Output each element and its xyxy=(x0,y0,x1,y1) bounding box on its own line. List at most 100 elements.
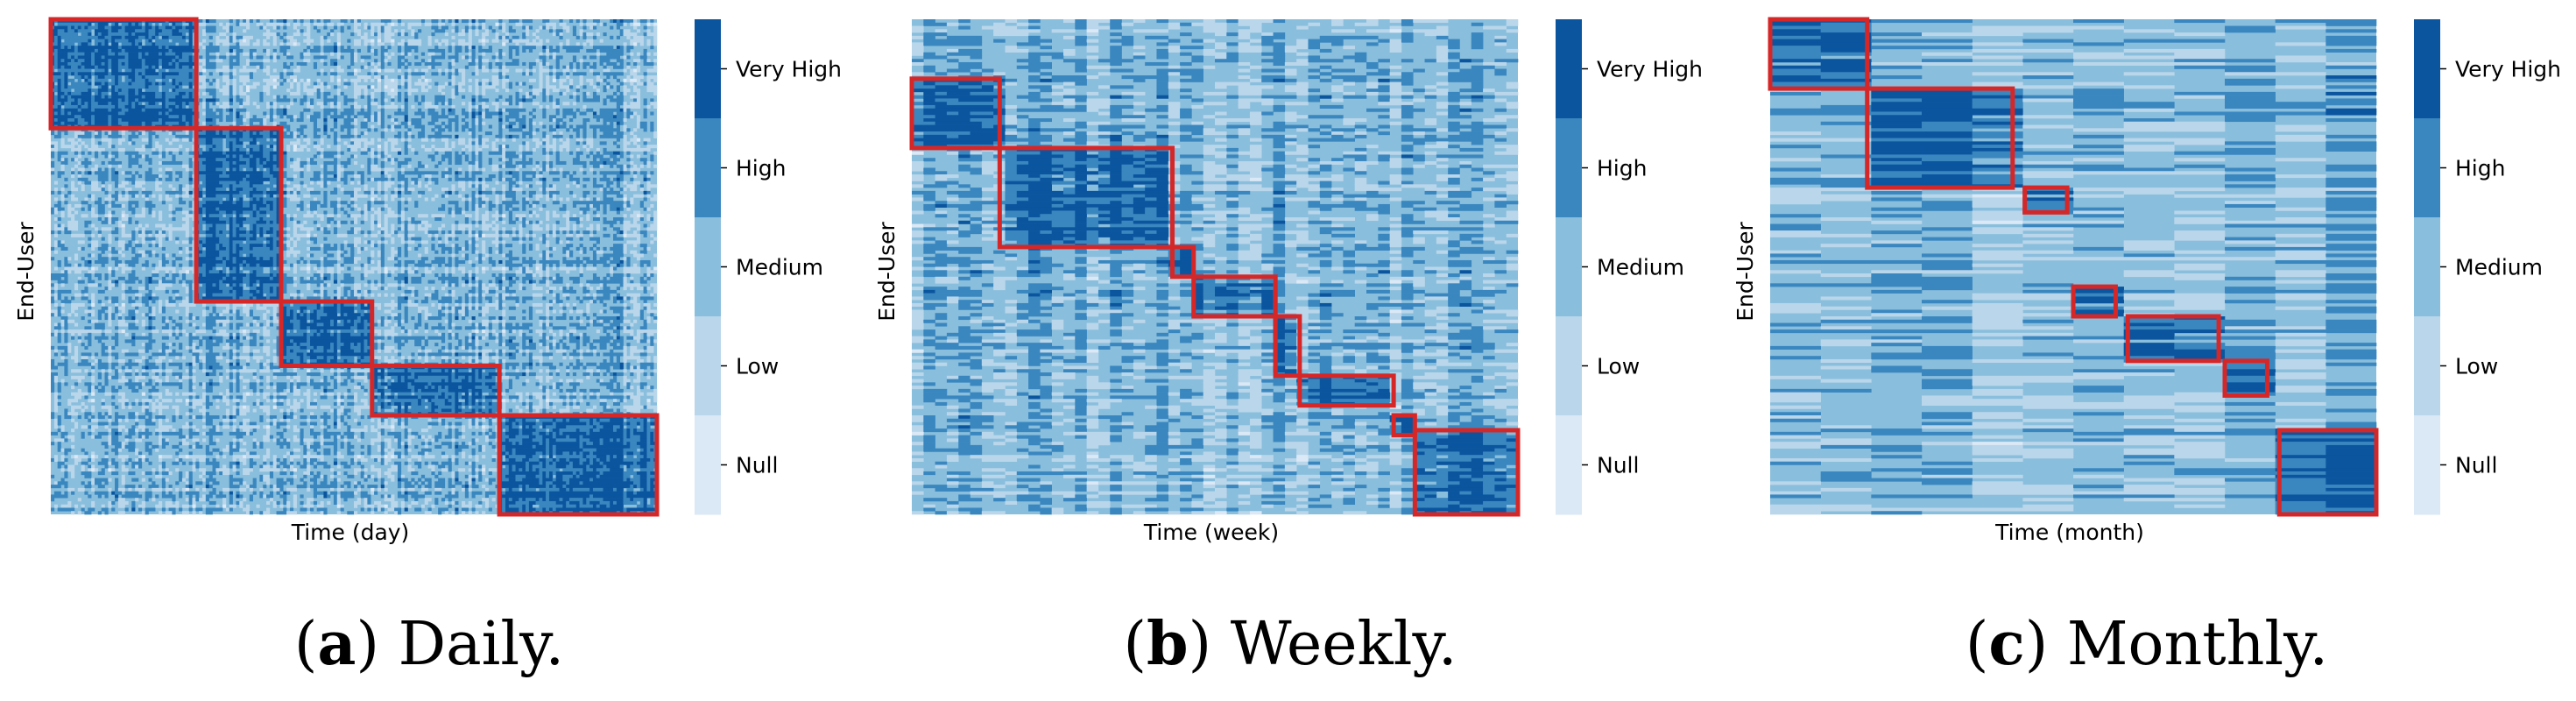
heatmap-cell xyxy=(455,52,459,56)
heatmap-cell xyxy=(482,25,486,30)
heatmap-cell xyxy=(336,145,341,149)
heatmap-cell xyxy=(188,151,196,155)
heatmap-cell xyxy=(313,174,321,179)
heatmap-cell xyxy=(397,259,402,265)
heatmap-cell xyxy=(256,273,271,278)
heatmap-cell xyxy=(603,210,607,215)
heatmap-cell xyxy=(272,104,277,109)
heatmap-cell xyxy=(546,244,550,248)
heatmap-cell xyxy=(468,52,472,56)
heatmap-cell xyxy=(636,98,641,103)
heatmap-cell xyxy=(539,177,543,181)
heatmap-cell xyxy=(455,151,459,155)
heatmap-cell xyxy=(400,32,405,37)
heatmap-cell xyxy=(279,42,284,46)
heatmap-cell xyxy=(592,46,614,50)
heatmap-cell xyxy=(367,203,371,208)
heatmap-cell xyxy=(272,259,277,265)
heatmap-cell xyxy=(141,253,145,258)
heatmap-cell xyxy=(572,55,577,60)
heatmap-cell xyxy=(495,108,499,112)
heatmap-cell xyxy=(81,102,85,106)
heatmap-cell xyxy=(407,223,415,228)
heatmap-cell xyxy=(462,246,466,251)
heatmap-cell xyxy=(431,244,435,248)
heatmap-cell xyxy=(336,75,341,80)
heatmap-cell xyxy=(245,145,260,149)
heatmap-cell xyxy=(293,145,297,149)
heatmap-cell xyxy=(205,147,209,152)
heatmap-cell xyxy=(505,61,519,67)
heatmap-cell xyxy=(219,201,223,205)
heatmap-cell xyxy=(616,111,624,116)
heatmap-cell xyxy=(589,42,594,46)
heatmap-cell xyxy=(64,259,68,265)
heatmap-cell xyxy=(117,250,123,254)
heatmap-cell xyxy=(229,233,233,237)
heatmap-cell xyxy=(175,52,183,56)
heatmap-cell xyxy=(159,59,163,63)
heatmap-cell xyxy=(188,29,193,33)
heatmap-cell xyxy=(586,138,594,142)
heatmap-cell xyxy=(269,154,274,159)
heatmap-cell xyxy=(313,46,321,50)
heatmap-cell xyxy=(229,227,233,231)
heatmap-cell xyxy=(424,270,432,274)
heatmap-cell xyxy=(307,158,311,162)
heatmap-cell xyxy=(650,124,654,129)
heatmap-cell xyxy=(468,104,472,109)
heatmap-cell xyxy=(546,167,550,172)
heatmap-cell xyxy=(592,19,600,24)
heatmap-cell xyxy=(330,68,335,73)
heatmap-cell xyxy=(323,102,328,106)
heatmap-cell xyxy=(522,95,526,99)
heatmap-cell xyxy=(528,230,533,235)
heatmap-cell xyxy=(293,276,297,280)
heatmap-cell xyxy=(316,78,321,82)
heatmap-cell xyxy=(636,118,641,123)
heatmap-cell xyxy=(108,280,112,284)
heatmap-cell xyxy=(387,85,399,89)
heatmap-cell xyxy=(639,250,647,254)
heatmap-cell xyxy=(380,253,385,258)
heatmap-cell xyxy=(205,98,216,103)
heatmap-cell xyxy=(111,201,116,205)
heatmap-cell xyxy=(165,138,169,142)
heatmap-cell xyxy=(323,98,338,103)
heatmap-cell xyxy=(643,273,647,278)
heatmap-cell xyxy=(165,194,169,198)
heatmap-cell xyxy=(468,230,472,235)
heatmap-cell xyxy=(478,118,483,123)
heatmap-cell xyxy=(256,65,260,69)
heatmap-cell xyxy=(643,177,647,181)
heatmap-cell xyxy=(101,42,105,46)
heatmap-cell xyxy=(205,266,213,271)
heatmap-cell xyxy=(579,237,583,241)
heatmap-cell xyxy=(343,174,348,179)
heatmap-cell xyxy=(60,197,65,202)
heatmap-cell xyxy=(448,81,452,86)
heatmap-cell xyxy=(646,188,651,192)
heatmap-cell xyxy=(582,91,587,96)
heatmap-cell xyxy=(508,128,523,132)
heatmap-cell xyxy=(623,55,627,60)
heatmap-cell xyxy=(202,263,207,267)
heatmap-cell xyxy=(225,220,230,224)
heatmap-cell xyxy=(616,85,621,89)
heatmap-cell xyxy=(181,115,187,119)
heatmap-cell xyxy=(548,65,554,69)
heatmap-cell xyxy=(391,22,395,26)
heatmap-cell xyxy=(232,147,236,152)
heatmap-cell xyxy=(232,167,236,172)
heatmap-cell xyxy=(266,104,271,109)
heatmap-cell xyxy=(441,102,446,106)
heatmap-cell xyxy=(84,181,92,185)
heatmap-cell xyxy=(528,65,533,69)
heatmap-cell xyxy=(131,246,136,251)
heatmap-cell xyxy=(124,35,139,39)
heatmap-cell xyxy=(64,59,72,63)
heatmap-cell xyxy=(455,257,459,261)
heatmap-cell xyxy=(387,91,399,96)
heatmap-cell xyxy=(215,78,220,82)
heatmap-cell xyxy=(117,29,125,33)
